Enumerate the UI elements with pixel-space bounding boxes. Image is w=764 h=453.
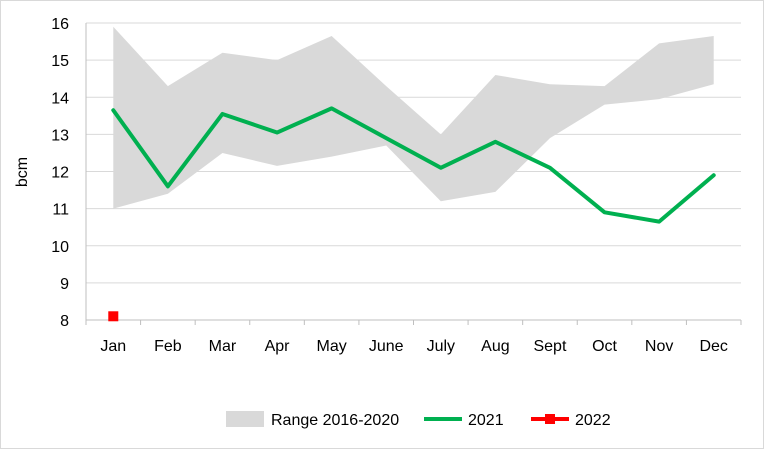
legend-label-2022: 2022	[575, 412, 611, 429]
range-layer	[113, 26, 714, 209]
x-tick-label-may: May	[317, 338, 347, 355]
x-tick-labels: Jan Feb Mar Apr May June July Aug Sept Oct Nov Dec	[100, 338, 728, 355]
legend-label-2021: 2021	[468, 412, 504, 429]
legend-swatch-range	[226, 411, 264, 427]
y-tick-label-14: 14	[51, 90, 69, 107]
x-tick-label-sept: Sept	[533, 338, 566, 355]
y-tick-label-15: 15	[51, 53, 69, 70]
y-tick-label-13: 13	[51, 127, 69, 144]
y-axis-label: bcm	[14, 157, 31, 187]
x-tick-label-july: July	[427, 338, 455, 355]
range-band	[113, 26, 714, 209]
y-tick-labels: 8 9 10 11 12 13 14 15 16	[51, 16, 69, 330]
x-tick-label-june: June	[369, 338, 404, 355]
x-tick-label-jan: Jan	[100, 338, 126, 355]
legend-label-range: Range 2016-2020	[271, 412, 399, 429]
legend: Range 2016-2020 2021 2022	[226, 411, 611, 429]
x-tick-label-feb: Feb	[154, 338, 182, 355]
x-tick-label-apr: Apr	[265, 338, 291, 355]
series-line-2021	[111, 106, 716, 224]
x-tick-label-aug: Aug	[481, 338, 509, 355]
y-tick-label-11: 11	[52, 202, 69, 219]
x-tick-label-mar: Mar	[209, 338, 237, 355]
series-marker-2022	[108, 311, 119, 322]
y-tick-label-8: 8	[60, 313, 69, 330]
x-tick-label-oct: Oct	[592, 338, 617, 355]
axes	[85, 23, 742, 325]
series-layer	[108, 106, 716, 322]
x-tick-label-dec: Dec	[699, 338, 727, 355]
y-tick-label-16: 16	[51, 16, 69, 33]
y-tick-label-12: 12	[51, 165, 69, 182]
legend-swatch-2022-marker	[545, 414, 555, 424]
y-tick-label-10: 10	[51, 239, 69, 256]
y-tick-label-9: 9	[60, 276, 69, 293]
x-tick-label-nov: Nov	[645, 338, 673, 355]
